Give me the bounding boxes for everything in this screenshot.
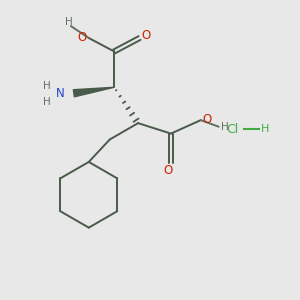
Text: O: O (203, 113, 212, 126)
Text: O: O (78, 31, 87, 44)
Text: H: H (221, 122, 229, 132)
Text: N: N (56, 87, 65, 101)
Text: H: H (43, 81, 51, 91)
Text: H: H (65, 17, 73, 28)
Text: O: O (163, 164, 172, 176)
Text: O: O (142, 28, 151, 41)
Text: H: H (261, 124, 269, 134)
Polygon shape (73, 87, 114, 97)
Text: H: H (43, 97, 51, 107)
Text: Cl: Cl (226, 123, 238, 136)
